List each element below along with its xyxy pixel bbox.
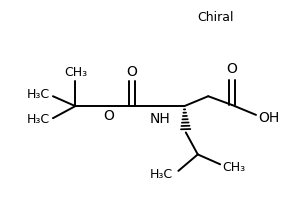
Text: O: O [227, 63, 238, 76]
Text: CH₃: CH₃ [223, 161, 246, 174]
Text: H₃C: H₃C [27, 113, 50, 126]
Text: H₃C: H₃C [27, 88, 50, 101]
Text: H₃C: H₃C [150, 168, 173, 181]
Text: O: O [127, 65, 137, 79]
Text: O: O [103, 109, 114, 123]
Text: Chiral: Chiral [197, 11, 234, 24]
Text: NH: NH [150, 112, 171, 126]
Text: CH₃: CH₃ [64, 66, 87, 79]
Text: OH: OH [258, 111, 279, 125]
